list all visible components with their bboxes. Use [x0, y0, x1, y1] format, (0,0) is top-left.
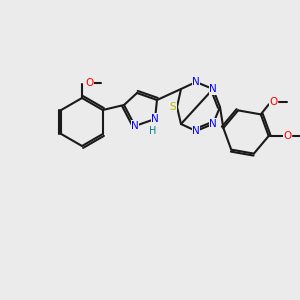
Text: N: N: [209, 84, 217, 94]
Text: S: S: [170, 102, 176, 112]
Text: N: N: [192, 126, 200, 136]
Text: O: O: [284, 131, 292, 141]
Text: H: H: [149, 126, 157, 136]
Text: N: N: [192, 77, 200, 87]
Text: N: N: [151, 114, 159, 124]
Text: O: O: [270, 98, 278, 107]
Text: O: O: [85, 78, 93, 88]
Text: N: N: [209, 119, 217, 129]
Text: N: N: [131, 121, 139, 131]
